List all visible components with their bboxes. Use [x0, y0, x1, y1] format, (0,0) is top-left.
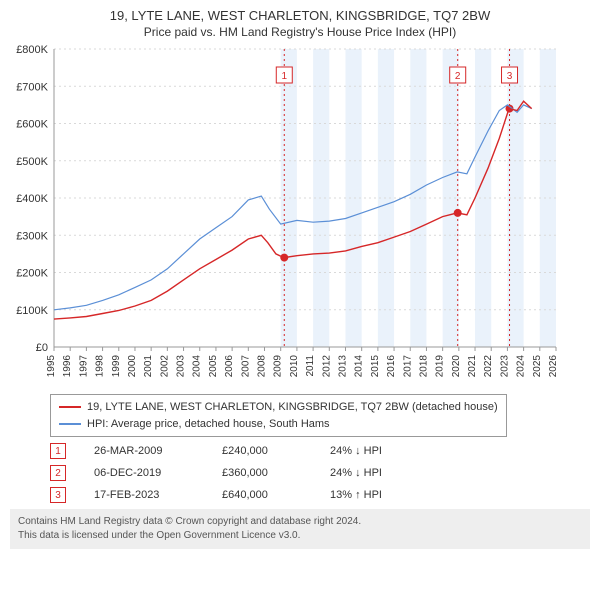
attribution-footer: Contains HM Land Registry data © Crown c… [10, 509, 590, 549]
legend-item-price: 19, LYTE LANE, WEST CHARLETON, KINGSBRID… [59, 399, 498, 416]
svg-text:1: 1 [281, 71, 287, 82]
svg-text:£700K: £700K [16, 81, 48, 93]
svg-text:2016: 2016 [386, 355, 397, 378]
footer-line-2: This data is licensed under the Open Gov… [18, 529, 582, 543]
svg-text:1995: 1995 [46, 355, 57, 378]
svg-text:2013: 2013 [337, 355, 348, 378]
event-price: £240,000 [222, 445, 302, 457]
svg-text:2007: 2007 [240, 355, 251, 378]
legend-label-price: 19, LYTE LANE, WEST CHARLETON, KINGSBRID… [87, 399, 498, 416]
event-price: £360,000 [222, 467, 302, 479]
event-delta: 24% ↓ HPI [330, 467, 430, 479]
svg-text:£300K: £300K [16, 230, 48, 242]
event-row: 1 26-MAR-2009 £240,000 24% ↓ HPI [50, 443, 590, 459]
event-row: 2 06-DEC-2019 £360,000 24% ↓ HPI [50, 465, 590, 481]
svg-text:2015: 2015 [370, 355, 381, 378]
svg-text:2003: 2003 [176, 355, 187, 378]
svg-text:£100K: £100K [16, 305, 48, 317]
event-marker: 1 [50, 443, 66, 459]
event-marker: 2 [50, 465, 66, 481]
event-price: £640,000 [222, 489, 302, 501]
svg-text:2017: 2017 [402, 355, 413, 378]
legend-label-hpi: HPI: Average price, detached house, Sout… [87, 416, 330, 433]
event-row: 3 17-FEB-2023 £640,000 13% ↑ HPI [50, 487, 590, 503]
legend-swatch-price [59, 406, 81, 408]
event-delta: 24% ↓ HPI [330, 445, 430, 457]
page-subtitle: Price paid vs. HM Land Registry's House … [10, 25, 590, 39]
event-delta: 13% ↑ HPI [330, 489, 430, 501]
svg-text:2022: 2022 [483, 355, 494, 378]
event-date: 06-DEC-2019 [94, 467, 194, 479]
svg-text:2006: 2006 [224, 355, 235, 378]
svg-text:2024: 2024 [516, 355, 527, 378]
svg-text:2005: 2005 [208, 355, 219, 378]
svg-text:2021: 2021 [467, 355, 478, 378]
svg-text:2008: 2008 [257, 355, 268, 378]
svg-text:2018: 2018 [418, 355, 429, 378]
svg-text:3: 3 [507, 71, 513, 82]
legend-swatch-hpi [59, 423, 81, 425]
svg-text:2001: 2001 [143, 355, 154, 378]
svg-text:1998: 1998 [95, 355, 106, 378]
svg-text:2020: 2020 [451, 355, 462, 378]
svg-text:2010: 2010 [289, 355, 300, 378]
svg-text:2026: 2026 [548, 355, 559, 378]
svg-text:2019: 2019 [435, 355, 446, 378]
svg-text:2014: 2014 [354, 355, 365, 378]
svg-text:1999: 1999 [111, 355, 122, 378]
svg-text:£600K: £600K [16, 119, 48, 131]
svg-text:£200K: £200K [16, 268, 48, 280]
page-title: 19, LYTE LANE, WEST CHARLETON, KINGSBRID… [10, 8, 590, 23]
chart-area: £0 £100K £200K £300K £400K £500K £600K £700K £80… [10, 45, 590, 388]
svg-text:2009: 2009 [273, 355, 284, 378]
svg-text:2004: 2004 [192, 355, 203, 378]
event-marker: 3 [50, 487, 66, 503]
price-chart: £0 £100K £200K £300K £400K £500K £600K £700K £80… [10, 45, 570, 385]
svg-text:£0: £0 [36, 342, 48, 354]
footer-line-1: Contains HM Land Registry data © Crown c… [18, 515, 582, 529]
svg-text:£800K: £800K [16, 45, 48, 56]
svg-text:1997: 1997 [78, 355, 89, 378]
legend-box: 19, LYTE LANE, WEST CHARLETON, KINGSBRID… [50, 394, 507, 437]
svg-text:2023: 2023 [499, 355, 510, 378]
svg-text:£500K: £500K [16, 156, 48, 168]
event-date: 26-MAR-2009 [94, 445, 194, 457]
legend-item-hpi: HPI: Average price, detached house, Sout… [59, 416, 498, 433]
svg-text:2011: 2011 [305, 355, 316, 377]
svg-text:2: 2 [455, 71, 461, 82]
svg-text:2012: 2012 [321, 355, 332, 378]
event-date: 17-FEB-2023 [94, 489, 194, 501]
svg-text:2000: 2000 [127, 355, 138, 378]
svg-text:2025: 2025 [532, 355, 543, 378]
svg-text:1996: 1996 [62, 355, 73, 378]
events-table: 1 26-MAR-2009 £240,000 24% ↓ HPI 2 06-DEC-201… [50, 443, 590, 503]
svg-text:2002: 2002 [159, 355, 170, 378]
svg-text:£400K: £400K [16, 193, 48, 205]
